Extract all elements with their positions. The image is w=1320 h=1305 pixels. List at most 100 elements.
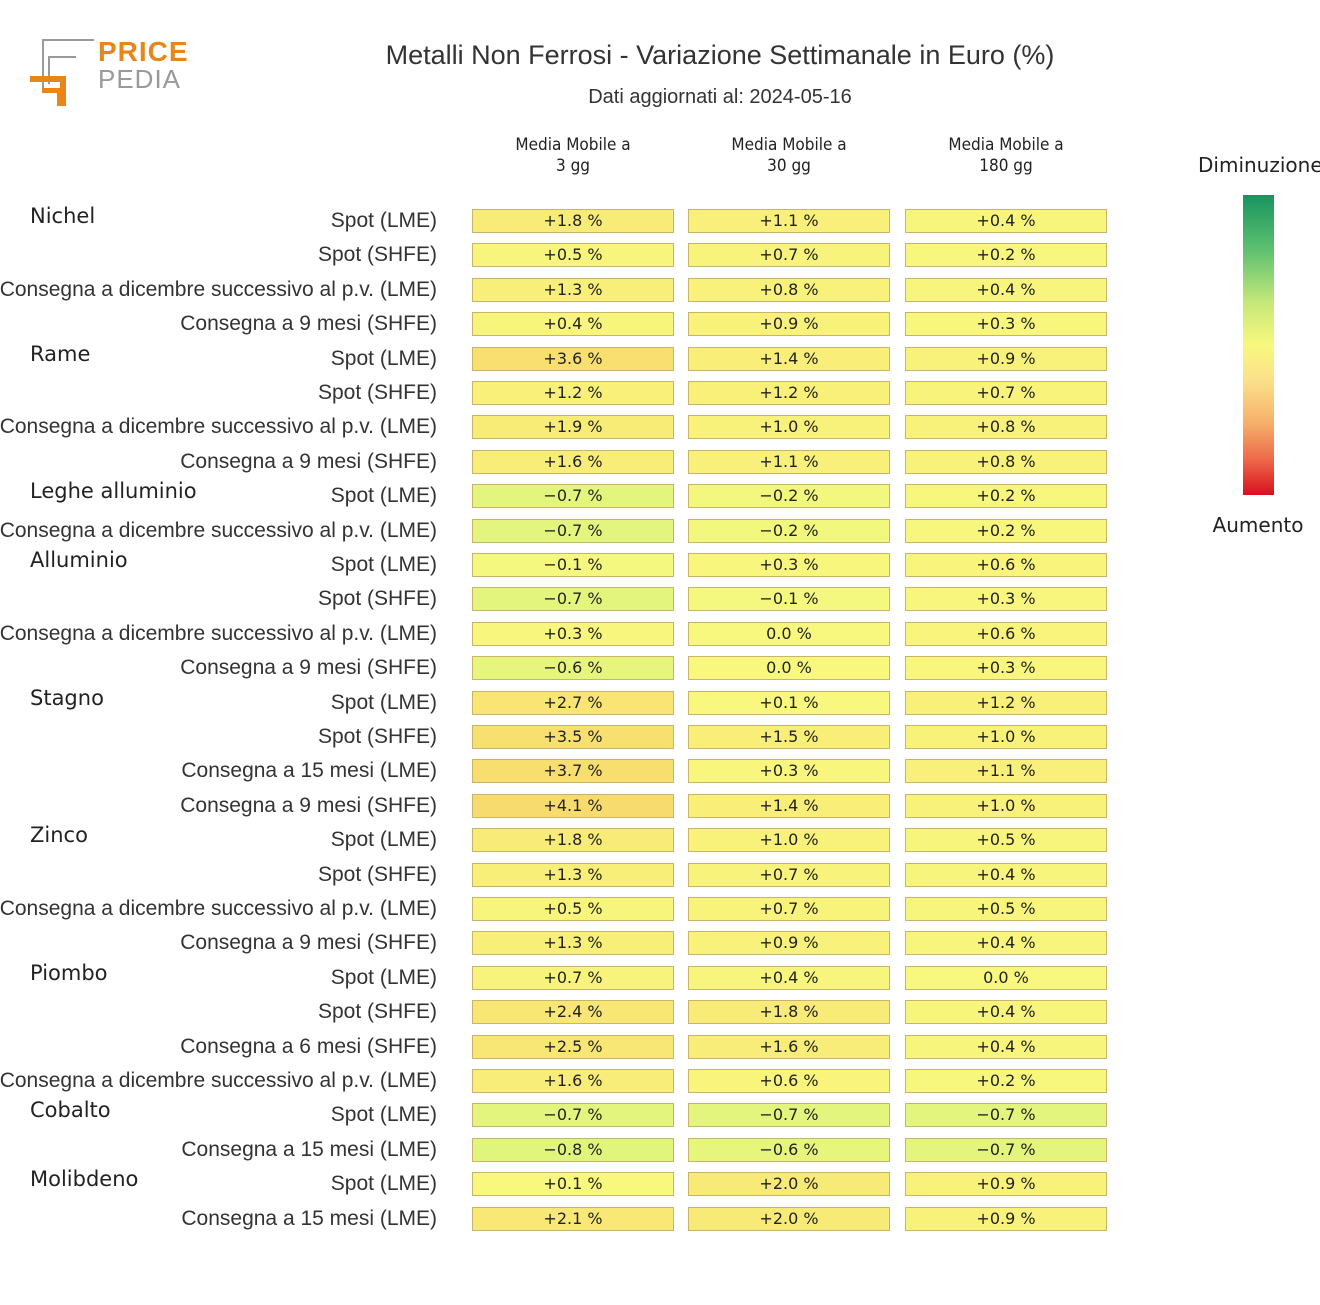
group-label: Nichel [30,204,96,228]
heatmap-cell: −0.1 % [472,553,674,577]
heatmap-cell: +0.9 % [905,1172,1107,1197]
heatmap-cell: +1.4 % [688,793,890,818]
heatmap-cell: +1.3 % [472,931,674,956]
row-label: Consegna a dicembre successivo al p.v. (… [0,415,437,439]
heatmap-cell: +0.6 % [905,621,1107,646]
heatmap-cell: +0.7 % [688,862,890,887]
row-label: Spot (SHFE) [317,725,437,748]
group-label: Zinco [30,823,88,848]
heatmap-cell: +0.3 % [472,621,674,646]
heatmap-cell: +1.1 % [688,449,890,474]
row-label: Consegna a 9 mesi (SHFE) [180,931,437,955]
heatmap-cell: +0.5 % [472,897,674,921]
legend-label-top: Diminuzione [1198,153,1320,177]
row-label: Spot (SHFE) [317,243,437,267]
column-header-line: Media Mobile a [731,135,847,155]
heatmap-cell: +0.3 % [688,759,890,784]
heatmap-cell: +0.9 % [688,931,890,956]
heatmap-cell: +1.0 % [688,828,890,853]
heatmap-cell: +0.2 % [905,484,1107,509]
heatmap-cell: +0.8 % [905,415,1107,440]
heatmap-cell: +3.6 % [472,346,674,371]
row-label: Spot (SHFE) [317,587,437,611]
group-label: Piombo [30,960,108,985]
heatmap-cell: −0.7 % [905,1137,1107,1162]
heatmap-cell: +0.4 % [905,862,1107,887]
heatmap-cell: +0.7 % [688,897,890,921]
heatmap-cell: −0.7 % [472,518,674,543]
row-label: Consegna a 15 mesi (LME) [181,759,437,783]
logo-orange-corner-inner [42,88,62,106]
heatmap-cell: −0.2 % [688,518,890,543]
heatmap-cell: +1.3 % [472,277,674,302]
heatmap-cell: +0.4 % [905,277,1107,302]
chart-subtitle: Dati aggiornati al: 2024-05-16 [588,86,852,108]
row-label: Spot (LME) [330,209,437,232]
group-label: Cobalto [30,1098,111,1123]
row-label: Spot (SHFE) [317,862,437,886]
row-label: Spot (SHFE) [317,381,437,404]
logo-orange-corner-outer [30,76,66,106]
heatmap-cell: +3.5 % [472,725,674,749]
heatmap-cell: +0.6 % [688,1069,890,1093]
heatmap-cell: +0.4 % [905,1034,1107,1059]
heatmap-cell: +0.8 % [905,449,1107,474]
column-header-line: Media Mobile a [948,135,1064,155]
row-label: Spot (LME) [330,1172,437,1196]
heatmap-cell: +1.6 % [472,449,674,474]
logo-gray-frame-outer [42,39,94,91]
heatmap-cell: +1.3 % [472,862,674,887]
heatmap-cell: +0.9 % [688,312,890,337]
heatmap-cell: 0.0 % [905,965,1107,990]
heatmap-cell: +1.4 % [688,346,890,371]
row-label: Consegna a dicembre successivo al p.v. (… [0,518,437,542]
heatmap-cell: +1.6 % [472,1069,674,1093]
heatmap-cell: +0.1 % [688,690,890,715]
heatmap-cell: +0.5 % [905,897,1107,921]
heatmap-cell: −0.2 % [688,484,890,509]
heatmap-cell: +0.9 % [905,346,1107,371]
heatmap-cell: +2.1 % [472,1206,674,1231]
group-label: Molibdeno [30,1167,139,1192]
row-label: Spot (LME) [330,690,437,714]
heatmap-cell: +1.0 % [688,415,890,440]
row-label: Spot (SHFE) [317,1000,437,1024]
legend-label-bottom: Aumento [1212,513,1304,537]
pricepedia-logo: PRICE PEDIA [28,36,188,111]
heatmap-cell: +1.2 % [905,690,1107,715]
heatmap-cell: +0.5 % [905,828,1107,853]
row-label: Spot (LME) [330,828,437,852]
heatmap-cell: +1.1 % [905,759,1107,784]
row-label: Consegna a dicembre successivo al p.v. (… [0,897,437,920]
heatmap-cell: +0.1 % [472,1172,674,1197]
heatmap-cell: +0.4 % [688,965,890,990]
heatmap-cell: +0.3 % [688,553,890,577]
heatmap-cell: +1.8 % [472,828,674,853]
group-label: Alluminio [30,548,128,572]
heatmap-cell: −0.7 % [905,1103,1107,1128]
heatmap-cell: +2.5 % [472,1034,674,1059]
row-label: Spot (LME) [330,484,437,508]
heatmap-cell: +1.1 % [688,209,890,233]
color-scale-bar [1243,195,1274,495]
logo-gray-frame-inner [48,56,76,84]
row-label: Consegna a 15 mesi (LME) [181,1206,437,1230]
heatmap-cell: +2.7 % [472,690,674,715]
heatmap-cell: −0.7 % [472,1103,674,1128]
row-label: Consegna a 15 mesi (LME) [181,1137,437,1161]
heatmap-cell: +0.9 % [905,1206,1107,1231]
row-label: Consegna a 9 mesi (SHFE) [180,312,437,336]
heatmap-cell: +1.8 % [472,209,674,233]
heatmap-cell: +0.3 % [905,587,1107,612]
heatmap-cell: 0.0 % [688,656,890,681]
row-label: Consegna a dicembre successivo al p.v. (… [0,1069,437,1092]
heatmap-cell: +1.9 % [472,415,674,440]
row-label: Spot (LME) [330,553,437,576]
row-label: Consegna a 6 mesi (SHFE) [180,1034,437,1058]
heatmap-cell: 0.0 % [688,621,890,646]
row-label: Spot (LME) [330,1103,437,1127]
group-label: Rame [30,341,91,366]
row-label: Consegna a dicembre successivo al p.v. (… [0,277,437,301]
heatmap-cell: +1.5 % [688,725,890,749]
